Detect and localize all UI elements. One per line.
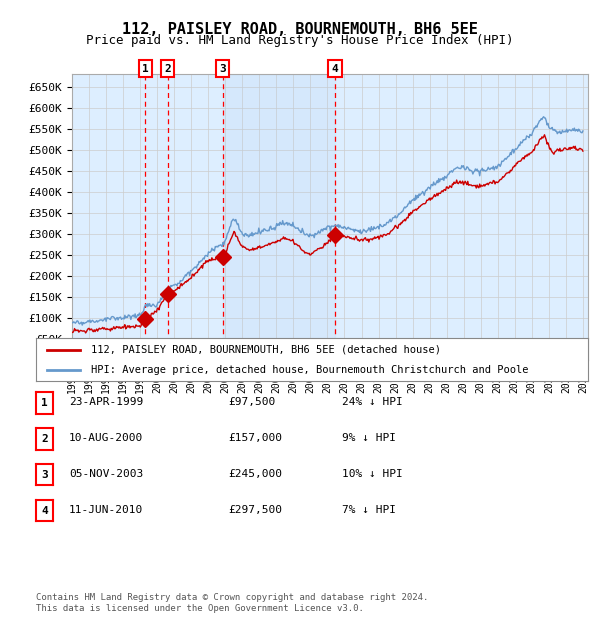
Text: 05-NOV-2003: 05-NOV-2003 — [69, 469, 143, 479]
Text: 112, PAISLEY ROAD, BOURNEMOUTH, BH6 5EE: 112, PAISLEY ROAD, BOURNEMOUTH, BH6 5EE — [122, 22, 478, 37]
Text: £297,500: £297,500 — [228, 505, 282, 515]
Text: Price paid vs. HM Land Registry's House Price Index (HPI): Price paid vs. HM Land Registry's House … — [86, 34, 514, 47]
Text: HPI: Average price, detached house, Bournemouth Christchurch and Poole: HPI: Average price, detached house, Bour… — [91, 365, 529, 374]
Text: 2: 2 — [41, 433, 48, 444]
Text: Contains HM Land Registry data © Crown copyright and database right 2024.
This d: Contains HM Land Registry data © Crown c… — [36, 593, 428, 613]
Text: 2: 2 — [164, 64, 171, 74]
Text: 10-AUG-2000: 10-AUG-2000 — [69, 433, 143, 443]
Text: 112, PAISLEY ROAD, BOURNEMOUTH, BH6 5EE (detached house): 112, PAISLEY ROAD, BOURNEMOUTH, BH6 5EE … — [91, 345, 441, 355]
Text: 7% ↓ HPI: 7% ↓ HPI — [342, 505, 396, 515]
Text: 11-JUN-2010: 11-JUN-2010 — [69, 505, 143, 515]
Text: £157,000: £157,000 — [228, 433, 282, 443]
Text: 23-APR-1999: 23-APR-1999 — [69, 397, 143, 407]
Text: 4: 4 — [41, 505, 48, 516]
Text: 3: 3 — [41, 469, 48, 480]
Text: 4: 4 — [332, 64, 338, 74]
Text: £97,500: £97,500 — [228, 397, 275, 407]
Text: 1: 1 — [142, 64, 149, 74]
Text: 1: 1 — [41, 397, 48, 408]
Text: £245,000: £245,000 — [228, 469, 282, 479]
Text: 9% ↓ HPI: 9% ↓ HPI — [342, 433, 396, 443]
Text: 24% ↓ HPI: 24% ↓ HPI — [342, 397, 403, 407]
Text: 3: 3 — [220, 64, 226, 74]
Text: 10% ↓ HPI: 10% ↓ HPI — [342, 469, 403, 479]
Bar — [223, 74, 335, 360]
